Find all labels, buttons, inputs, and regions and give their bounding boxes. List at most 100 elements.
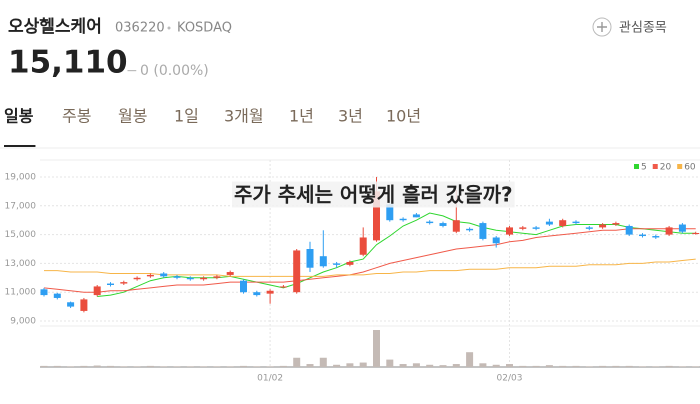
candle-body: [134, 278, 141, 279]
change: 0 (0.00%): [140, 63, 209, 79]
candle-body: [227, 272, 234, 275]
y-tick-label: 11,000: [5, 288, 37, 298]
volume-bar: [466, 352, 473, 367]
legend-swatch: [653, 164, 658, 169]
candle-body: [666, 227, 673, 234]
volume-bar: [440, 365, 447, 367]
volume-bar: [533, 366, 540, 367]
volume-bar: [120, 366, 127, 367]
volume-bar: [67, 366, 74, 367]
y-tick-label: 15,000: [5, 230, 37, 240]
price: 15,110: [8, 45, 128, 81]
candle-body: [599, 225, 606, 228]
volume-bar: [493, 365, 500, 367]
volume-bar: [320, 358, 327, 367]
volume-bar: [679, 366, 686, 367]
candle-body: [160, 273, 167, 276]
candle-body: [453, 220, 460, 232]
moving-average: [44, 229, 696, 292]
x-tick-label: 02/03: [497, 374, 523, 384]
candle-body: [267, 291, 274, 294]
candle-body: [426, 222, 433, 223]
candle-body: [200, 278, 207, 279]
volume-bar: [227, 366, 234, 367]
volume-bar: [94, 366, 101, 367]
volume-bar: [360, 363, 367, 367]
volume-bar: [80, 366, 87, 367]
volume-bar: [280, 366, 287, 367]
tab[interactable]: 3개월: [224, 107, 264, 126]
candle-body: [333, 263, 340, 264]
tab-bar: 일봉 주봉 월봉 1일 3개월 1년 3년 10년: [4, 107, 421, 147]
volume-bar: [240, 366, 247, 367]
candle-body: [67, 302, 74, 306]
volume-bar: [200, 366, 207, 367]
volume-bar: [267, 366, 274, 367]
watch-label: 관심종목: [619, 21, 667, 36]
volume-bar: [346, 363, 353, 367]
candle-body: [612, 223, 619, 224]
volume-bar: [599, 366, 606, 367]
volume-bar: [107, 366, 114, 367]
candle-body: [519, 227, 526, 228]
candle-body: [440, 223, 447, 226]
candle-body: [652, 236, 659, 237]
volume-bar: [639, 366, 646, 367]
candle-body: [400, 219, 407, 220]
candle-body: [240, 281, 247, 293]
stock-code: 036220: [115, 21, 165, 36]
change-sign: −: [126, 63, 138, 79]
tab[interactable]: 10년: [386, 107, 421, 126]
candle-body: [41, 289, 48, 295]
volume-bar: [413, 363, 420, 367]
volume-bar: [41, 366, 48, 367]
chart-title: 주가 추세는 어떻게 흘러 갔을까?: [234, 183, 513, 207]
tab[interactable]: 월봉: [118, 107, 147, 126]
volume-bar: [453, 364, 460, 367]
candle-body: [546, 222, 553, 225]
volume-bar: [253, 366, 260, 367]
volume-bar: [307, 364, 314, 367]
candle-body: [506, 227, 513, 234]
candle-body: [559, 220, 566, 226]
tab[interactable]: 1일: [174, 107, 199, 126]
candle-body: [280, 286, 287, 287]
volume-bar: [612, 366, 619, 367]
candle-body: [360, 237, 367, 254]
candle-body: [80, 299, 87, 311]
volume-bar: [666, 366, 673, 367]
x-tick-label: 01/02: [257, 374, 283, 384]
volume-bar: [426, 365, 433, 367]
legend-label: 60: [684, 163, 696, 173]
volume-bar: [479, 363, 486, 367]
tab[interactable]: 3년: [338, 107, 363, 126]
volume-bar: [559, 366, 566, 367]
candle-body: [679, 225, 686, 232]
stock-name: 오상헬스케어: [8, 17, 102, 37]
volume-bar: [386, 360, 393, 367]
volume-bar: [54, 366, 61, 367]
candle-body: [293, 250, 300, 292]
candle-body: [187, 278, 194, 279]
legend-swatch: [634, 164, 639, 169]
market: KOSDAQ: [177, 21, 232, 36]
candle-body: [120, 282, 127, 283]
candle-body: [626, 226, 633, 235]
candle-body: [213, 276, 220, 277]
tab[interactable]: 일봉: [4, 107, 34, 126]
candle-body: [533, 227, 540, 228]
candle-body: [174, 276, 181, 277]
volume-bar: [187, 366, 194, 367]
volume-bar: [626, 366, 633, 367]
tab[interactable]: 1년: [289, 107, 314, 126]
watch-button[interactable]: 관심종목: [593, 18, 667, 36]
candle-body: [479, 223, 486, 239]
tab[interactable]: 주봉: [62, 107, 91, 126]
volume-bar: [692, 366, 699, 367]
candle-body: [466, 229, 473, 230]
volume-bar: [546, 365, 553, 367]
separator-dot: [168, 27, 171, 30]
y-tick-label: 9,000: [10, 317, 36, 327]
